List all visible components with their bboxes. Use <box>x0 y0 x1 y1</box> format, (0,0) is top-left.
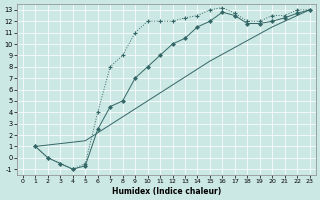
X-axis label: Humidex (Indice chaleur): Humidex (Indice chaleur) <box>112 187 221 196</box>
